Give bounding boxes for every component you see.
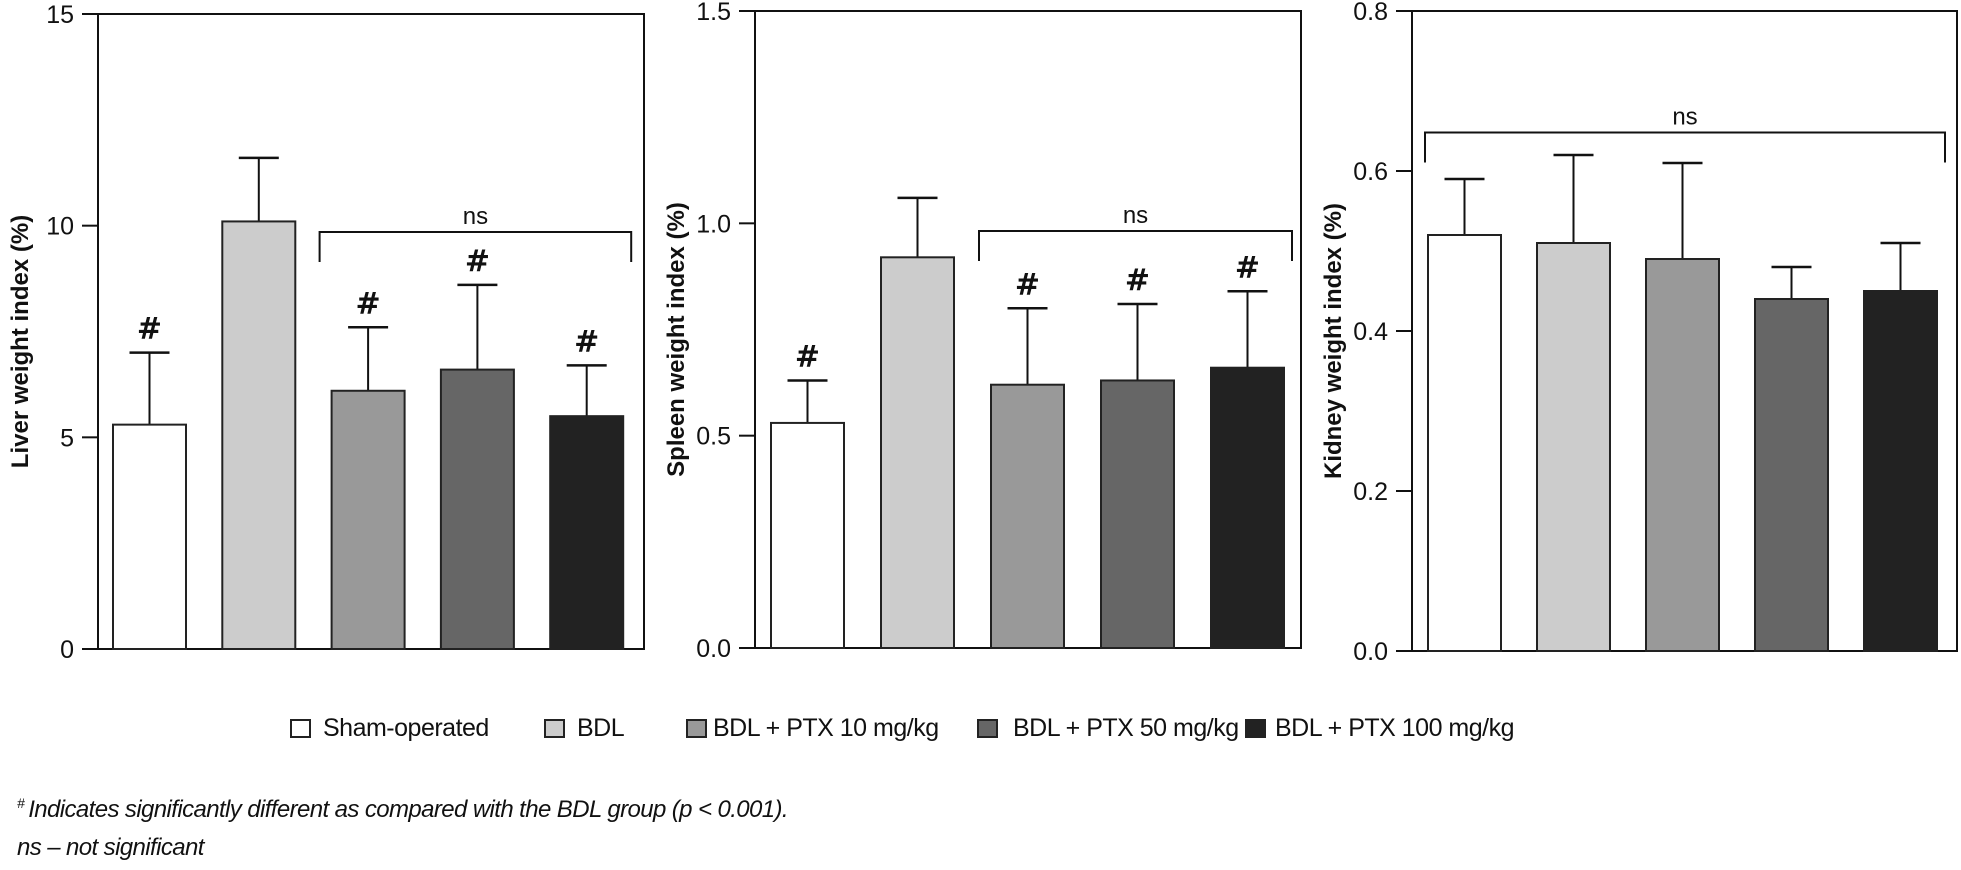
liver-significance-marker-sham: # xyxy=(137,312,162,347)
legend-item-ptx100: BDL + PTX 100 mg/kg xyxy=(1245,713,1515,743)
kidney-bar-bdl xyxy=(1536,242,1611,652)
spleen-y-axis-title: Spleen weight index (%) xyxy=(663,202,690,477)
liver-bar-ptx50 xyxy=(439,368,515,650)
spleen-ytick-label: 1.5 xyxy=(696,0,731,26)
spleen-ytick-label: 0.0 xyxy=(696,635,731,663)
kidney-bar-ptx100 xyxy=(1863,290,1938,652)
liver-ytick-label: 0 xyxy=(60,636,74,664)
footnote-significance: # Indicates significantly different as co… xyxy=(17,795,789,824)
spleen-significance-marker-sham: # xyxy=(795,339,820,374)
spleen-significance-marker-ptx100: # xyxy=(1235,250,1260,285)
footnote-ns: ns – not significant xyxy=(17,834,204,862)
liver-ns-label: ns xyxy=(463,203,488,230)
kidney-bar-ptx50 xyxy=(1754,298,1829,652)
legend-label-ptx10: BDL + PTX 10 mg/kg xyxy=(713,713,939,742)
footnote-symbol: # xyxy=(17,795,25,811)
liver-significance-marker-ptx10: # xyxy=(356,286,381,321)
spleen-bar-ptx50 xyxy=(1100,379,1175,649)
spleen-bar-ptx100 xyxy=(1210,366,1285,649)
spleen-ns-label: ns xyxy=(1123,202,1148,229)
legend-swatch-ptx50 xyxy=(977,718,998,738)
spleen-ytick-label: 0.5 xyxy=(696,423,731,451)
legend-item-sham: Sham-operated xyxy=(290,713,489,743)
spleen-significance-marker-ptx50: # xyxy=(1125,263,1150,298)
legend-label-ptx100: BDL + PTX 100 mg/kg xyxy=(1275,713,1515,742)
kidney-ns-bracket xyxy=(1424,131,1946,163)
legend-swatch-sham xyxy=(290,718,311,738)
liver-bar-ptx100 xyxy=(549,415,625,650)
legend-item-bdl: BDL xyxy=(544,713,625,743)
legend-swatch-bdl xyxy=(544,718,565,738)
liver-y-axis-title: Liver weight index (%) xyxy=(7,215,34,468)
legend-label-sham: Sham-operated xyxy=(323,713,489,742)
legend-item-ptx10: BDL + PTX 10 mg/kg xyxy=(686,713,939,743)
liver-ytick-label: 5 xyxy=(60,424,74,452)
liver-ytick-label: 15 xyxy=(46,1,74,29)
legend-swatch-ptx100 xyxy=(1245,718,1266,738)
legend-label-bdl: BDL xyxy=(577,713,625,742)
kidney-bar-sham xyxy=(1427,234,1502,652)
legend-item-ptx50: BDL + PTX 50 mg/kg xyxy=(977,713,1239,743)
kidney-ytick-label: 0.0 xyxy=(1353,638,1388,666)
liver-bar-ptx10 xyxy=(330,389,406,650)
liver-bar-sham xyxy=(112,423,187,650)
kidney-y-axis-title: Kidney weight index (%) xyxy=(1320,203,1347,479)
legend-label-ptx50: BDL + PTX 50 mg/kg xyxy=(1013,713,1239,742)
spleen-ytick-label: 1.0 xyxy=(696,210,731,238)
footnote-line2: ns – not significant xyxy=(17,834,204,861)
spleen-bar-ptx10 xyxy=(990,383,1065,649)
legend-swatch-ptx10 xyxy=(686,718,707,738)
legend: Sham-operated BDL BDL + PTX 10 mg/kg BDL… xyxy=(0,713,1961,743)
spleen-bar-sham xyxy=(770,421,845,649)
footnote-line1: Indicates significantly different as com… xyxy=(28,796,788,823)
spleen-significance-marker-ptx10: # xyxy=(1015,267,1040,302)
kidney-ytick-label: 0.6 xyxy=(1353,158,1388,186)
spleen-ns-bracket xyxy=(978,230,1293,261)
liver-ytick-label: 10 xyxy=(46,213,74,241)
liver-significance-marker-ptx50: # xyxy=(465,244,490,279)
kidney-ytick-label: 0.4 xyxy=(1353,318,1388,346)
kidney-ns-label: ns xyxy=(1672,104,1697,131)
liver-ns-bracket xyxy=(318,231,633,262)
liver-significance-marker-ptx100: # xyxy=(574,324,599,359)
liver-bar-bdl xyxy=(221,220,297,651)
spleen-bar-bdl xyxy=(880,256,955,649)
kidney-bar-ptx10 xyxy=(1645,258,1720,652)
kidney-ytick-label: 0.2 xyxy=(1353,478,1388,506)
kidney-ytick-label: 0.8 xyxy=(1353,0,1388,26)
